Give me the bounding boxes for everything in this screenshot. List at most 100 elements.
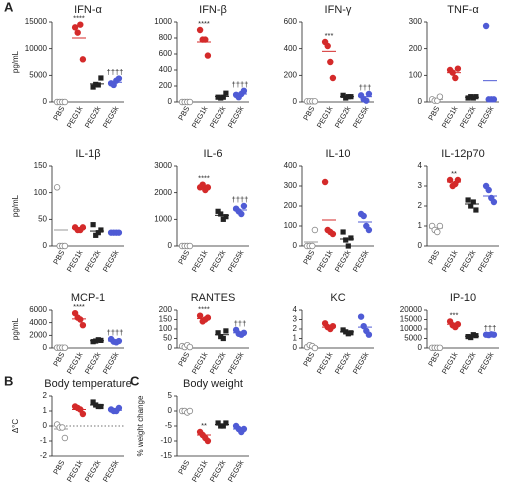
point <box>240 202 248 210</box>
x-tick-label: PEG2k <box>208 350 228 375</box>
significance: **** <box>73 302 85 311</box>
x-tick-label: PBS <box>301 104 316 122</box>
y-tick-label: 150 <box>159 315 173 324</box>
x-tick-label: PBS <box>176 458 191 476</box>
point <box>329 230 337 238</box>
significance: ††† <box>234 319 247 328</box>
x-tick-label: PEG5k <box>226 104 246 129</box>
point <box>365 331 373 338</box>
significance: ** <box>451 169 457 178</box>
x-tick-label: PEG5k <box>351 248 371 273</box>
y-tick-label: 0 <box>293 343 298 352</box>
point <box>95 403 101 410</box>
x-tick-label: PEG5k <box>226 458 246 483</box>
point <box>93 232 99 238</box>
panel-title: IP-10 <box>450 292 476 304</box>
point <box>485 186 492 194</box>
x-tick-label: PEG1k <box>190 350 210 375</box>
y-tick-label: 0 <box>43 421 48 430</box>
panel-label: B <box>4 373 13 388</box>
y-tick-label: 2000 <box>29 330 47 339</box>
point <box>311 344 319 352</box>
x-tick-label: PEG5k <box>101 248 121 273</box>
y-tick-label: 6000 <box>29 305 47 314</box>
point <box>204 314 212 321</box>
x-tick-label: PEG1k <box>440 248 460 273</box>
y-tick-label: 5 <box>168 391 173 400</box>
point <box>473 333 479 339</box>
significance: *** <box>325 31 334 40</box>
y-tick-label: 15000 <box>25 17 48 26</box>
point <box>59 424 66 431</box>
y-tick-label: 2 <box>293 324 298 333</box>
point <box>74 29 81 36</box>
y-tick-label: 1000 <box>154 214 172 223</box>
point <box>95 82 101 88</box>
y-tick-label: 4000 <box>29 318 47 327</box>
point <box>360 322 367 330</box>
y-tick-label: 10000 <box>400 324 423 333</box>
y-tick-label: 10000 <box>25 44 48 53</box>
x-tick-label: PBS <box>176 350 191 368</box>
y-axis-label: Δ°C <box>11 419 20 434</box>
y-tick-label: 3000 <box>154 161 172 170</box>
point <box>473 94 479 100</box>
point <box>186 343 194 351</box>
y-tick-label: 100 <box>409 70 423 79</box>
point <box>79 56 87 63</box>
point <box>220 423 226 429</box>
x-tick-label: PBS <box>301 350 316 368</box>
x-tick-label: PEG5k <box>476 248 496 273</box>
point <box>79 410 87 418</box>
point <box>98 403 104 410</box>
point <box>348 94 354 100</box>
point <box>360 212 367 220</box>
point <box>309 242 316 250</box>
significance: †††† <box>232 80 249 89</box>
point <box>348 330 354 336</box>
y-tick-label: 400 <box>284 161 298 170</box>
y-tick-label: 200 <box>284 70 298 79</box>
point <box>240 425 248 433</box>
significance: **** <box>198 305 210 314</box>
point <box>345 243 351 249</box>
x-tick-label: PEG1k <box>315 248 335 273</box>
panel-title: IL-12p70 <box>441 148 484 160</box>
point <box>186 242 194 250</box>
point <box>79 322 87 329</box>
point <box>199 181 206 188</box>
point <box>340 92 346 98</box>
point <box>204 184 212 191</box>
y-tick-label: -10 <box>160 436 172 445</box>
x-tick-label: PEG2k <box>83 350 103 375</box>
y-axis-label: pg/mL <box>11 194 20 217</box>
point <box>365 90 373 98</box>
point <box>186 98 194 106</box>
point <box>223 90 229 96</box>
panel-title: IL-10 <box>325 148 350 160</box>
point <box>470 199 476 205</box>
point <box>202 36 209 43</box>
y-tick-label: 0 <box>293 241 298 250</box>
y-tick-label: 0 <box>168 97 173 106</box>
significance: †††† <box>107 328 124 337</box>
x-tick-label: PEG5k <box>351 350 371 375</box>
point <box>436 344 444 352</box>
point <box>238 210 245 218</box>
y-tick-label: 400 <box>284 44 298 53</box>
y-tick-label: 2000 <box>154 188 172 197</box>
y-tick-label: 100 <box>34 188 48 197</box>
x-tick-label: PBS <box>176 104 191 122</box>
point <box>436 93 444 100</box>
x-tick-label: PEG1k <box>440 350 460 375</box>
x-tick-label: PBS <box>51 104 66 122</box>
significance: **** <box>73 14 85 23</box>
significance: ††† <box>484 323 497 332</box>
y-tick-label: 0 <box>43 343 48 352</box>
y-axis-label: pg/mL <box>11 50 20 73</box>
y-tick-label: 20000 <box>400 305 423 314</box>
y-tick-label: 0 <box>418 343 423 352</box>
panel-title: IL-1β <box>75 148 100 160</box>
point <box>77 21 84 28</box>
panel-title: Body temperature <box>44 378 131 390</box>
